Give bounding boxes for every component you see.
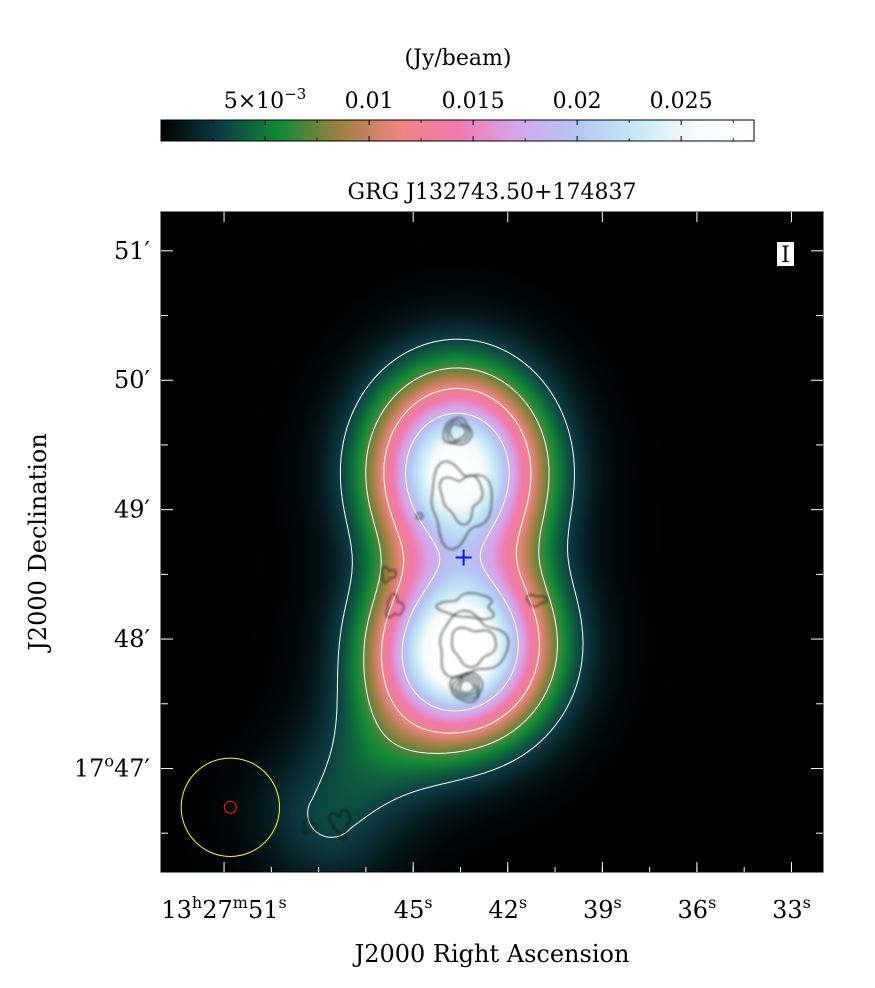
colorbar-unit-label: (Jy/beam) (405, 46, 512, 71)
colorbar-tick-label: 0.025 (650, 89, 713, 114)
black-contour (302, 818, 318, 835)
colorbar-tick-labels: 5×10−3 0.01 0.015 0.02 0.025 (224, 85, 713, 114)
image-area (161, 212, 823, 872)
y-tick-label: 50′ (114, 366, 150, 394)
beam-marker (180, 757, 281, 857)
black-contour (385, 593, 405, 618)
colorbar (160, 119, 755, 142)
colorbar-ticks (212, 120, 734, 141)
y-axis-label: J2000 Declination (24, 433, 52, 654)
beam-circle (180, 757, 281, 857)
x-tick-label: 36s (678, 893, 717, 924)
x-tick-label: 33s (772, 893, 811, 924)
y-axis-tick-labels: 17o47′ 48′ 49′ 50′ 51′ (74, 237, 150, 783)
black-contour (328, 809, 351, 840)
y-tick-label: 48′ (114, 625, 150, 653)
white-contour (363, 367, 558, 754)
black-contour (381, 566, 397, 583)
plot-frame (160, 211, 824, 873)
stokes-label: I (781, 243, 790, 268)
black-contour (415, 512, 424, 520)
chart-title: GRG J132743.50+174837 (348, 180, 637, 205)
x-axis-tick-labels: 13h27m51s 45s 42s 39s 36s 33s (161, 893, 810, 924)
colorbar-tick-label: 5×10−3 (224, 85, 307, 114)
y-axis-ticks (161, 250, 823, 834)
white-contour (401, 412, 519, 712)
black-contour (442, 417, 473, 446)
black-contour (455, 677, 478, 697)
colorbar-tick-label: 0.01 (345, 89, 394, 114)
y-tick-label: 51′ (114, 237, 150, 265)
black-contour (446, 420, 470, 443)
stokes-label-box (777, 242, 794, 266)
colorbar-tick-label: 0.015 (442, 89, 505, 114)
x-tick-label: 39s (583, 893, 622, 924)
intensity-map (161, 212, 823, 872)
black-contour (439, 474, 483, 526)
y-tick-label: 49′ (114, 496, 150, 524)
black-contour (449, 423, 467, 441)
black-contour (452, 674, 480, 699)
white-contours (307, 338, 584, 838)
black-contours (302, 417, 548, 840)
x-axis-ticks (223, 212, 792, 872)
core-marker (455, 549, 472, 566)
white-contour (307, 338, 584, 838)
x-tick-label: 45s (394, 893, 433, 924)
black-contour (526, 594, 548, 608)
black-contour (449, 672, 484, 703)
black-contour (451, 627, 497, 668)
y-tick-label: 17o47′ (74, 751, 150, 782)
black-contour (435, 592, 495, 620)
x-axis-label: J2000 Right Ascension (352, 940, 630, 968)
beam-inner-circle (223, 800, 237, 814)
black-contour (459, 679, 475, 694)
black-contour (439, 610, 509, 679)
colorbar-tick-label: 0.02 (553, 89, 602, 114)
white-contour (381, 388, 540, 734)
x-tick-label: 42s (488, 893, 527, 924)
x-tick-label: 13h27m51s (161, 893, 286, 924)
